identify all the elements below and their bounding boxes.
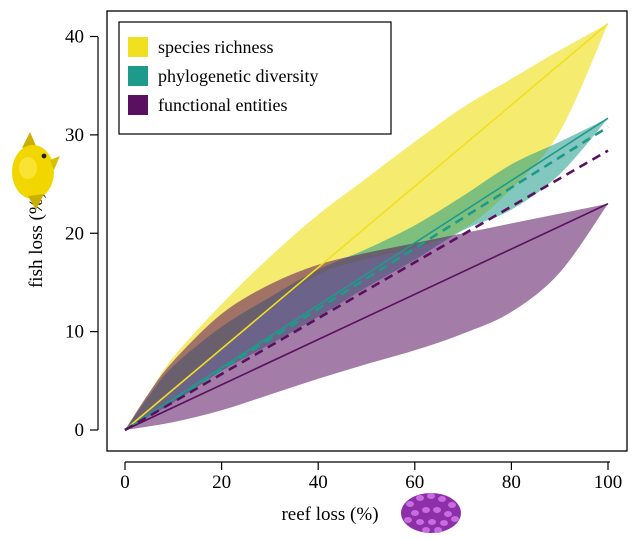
x-tick-label-0: 0	[120, 472, 130, 493]
y-tick-label-10: 10	[65, 322, 84, 343]
legend-swatch-species-richness	[128, 37, 148, 57]
legend-box	[118, 21, 392, 135]
legend-label-phylogenetic-diversity: phylogenetic diversity	[158, 66, 318, 86]
fish-icon	[12, 132, 60, 210]
legend-swatch-phylogenetic-diversity	[128, 66, 148, 86]
x-axis-label: reef loss (%)	[281, 504, 378, 525]
y-tick-label-30: 30	[65, 125, 84, 146]
coral-icon	[401, 493, 461, 533]
y-ticks: 0 10 20 30 40	[65, 27, 98, 441]
dashed-line-phylogenetic-diversity	[124, 125, 609, 432]
legend-swatch-functional-entities	[128, 95, 148, 115]
x-tick-label-100: 100	[594, 472, 623, 493]
plot-frame	[106, 10, 628, 452]
dashed-line-functional-entities	[124, 149, 609, 432]
line-species-richness	[124, 23, 609, 431]
line-functional-entities	[124, 203, 609, 431]
x-tick-label-20: 20	[212, 472, 231, 493]
legend-label-functional-entities: functional entities	[158, 95, 287, 115]
y-axis-label: fish loss (%)	[26, 192, 47, 288]
y-tick-label-40: 40	[65, 27, 84, 48]
legend: species richness phylogenetic diversity …	[118, 21, 392, 135]
y-tick-label-0: 0	[75, 420, 85, 441]
x-tick-label-60: 60	[405, 472, 424, 493]
series-lines	[124, 23, 609, 432]
x-tick-label-40: 40	[309, 472, 328, 493]
x-tick-label-80: 80	[502, 472, 521, 493]
x-ticks: 0 20 40 60 80 100	[120, 462, 622, 493]
legend-label-species-richness: species richness	[158, 37, 273, 57]
y-tick-label-20: 20	[65, 223, 84, 244]
